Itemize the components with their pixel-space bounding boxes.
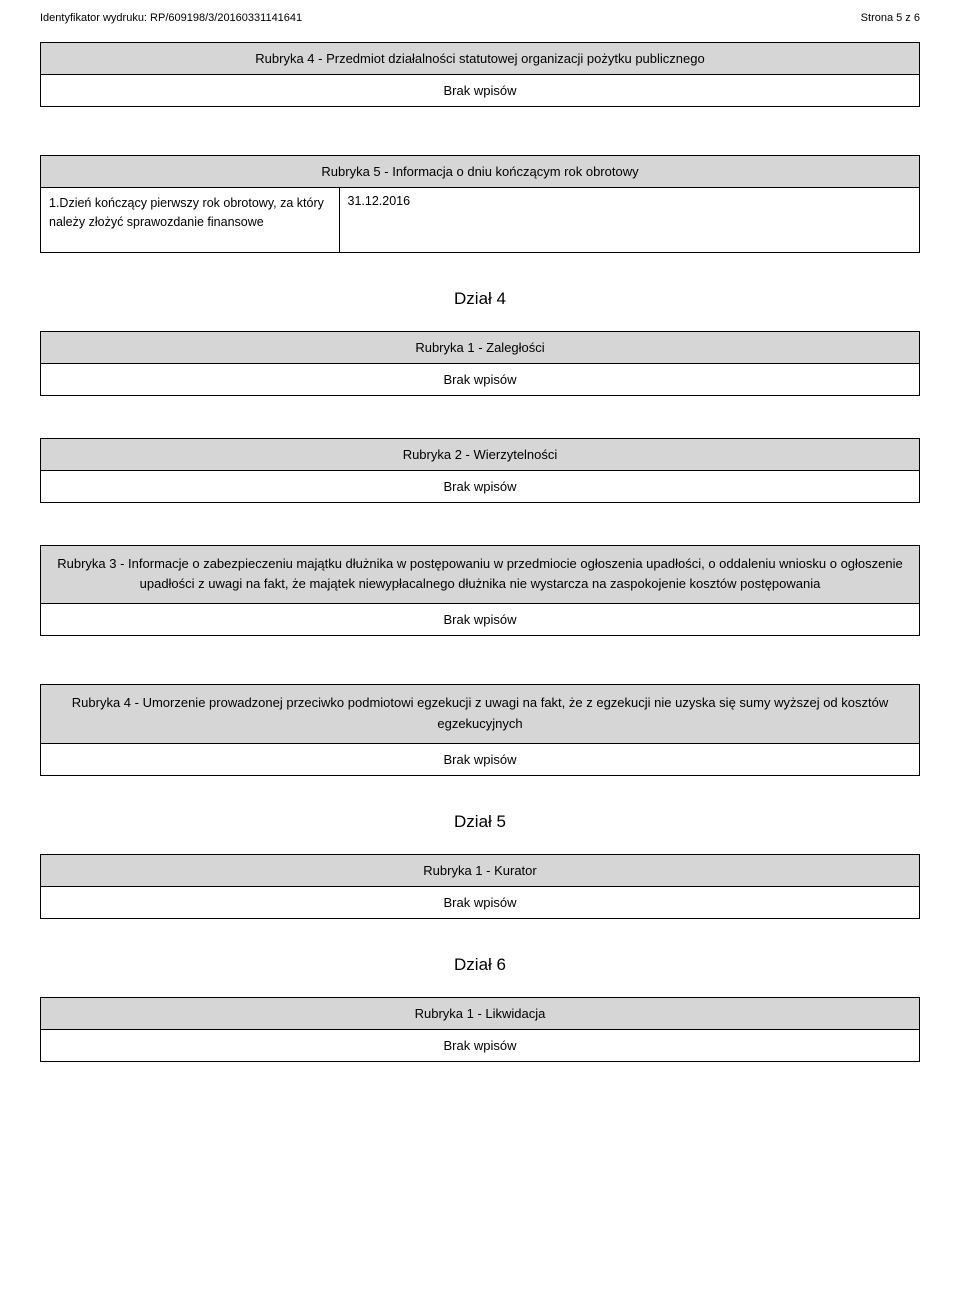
dzial4-rubryka2-empty: Brak wpisów (40, 471, 920, 503)
rubryka5-field-label: 1.Dzień kończący pierwszy rok obrotowy, … (41, 188, 340, 252)
rubryka4-statut-empty: Brak wpisów (40, 75, 920, 107)
print-identifier: Identyfikator wydruku: RP/609198/3/20160… (40, 12, 302, 24)
dzial4-rubryka4-empty: Brak wpisów (40, 744, 920, 776)
dzial4-rubryka3-empty: Brak wpisów (40, 604, 920, 636)
dzial4-rubryka4-header: Rubryka 4 - Umorzenie prowadzonej przeci… (40, 684, 920, 744)
dzial6-rubryka1-header: Rubryka 1 - Likwidacja (40, 997, 920, 1030)
dzial5-rubryka1-header: Rubryka 1 - Kurator (40, 854, 920, 887)
page-number: Strona 5 z 6 (861, 12, 920, 24)
rubryka5-field-value: 31.12.2016 (340, 188, 919, 252)
dzial4-rubryka1-empty: Brak wpisów (40, 364, 920, 396)
dzial6-heading: Dział 6 (40, 955, 920, 975)
dzial6-rubryka1-empty: Brak wpisów (40, 1030, 920, 1062)
dzial4-heading: Dział 4 (40, 289, 920, 309)
rubryka5-info-header: Rubryka 5 - Informacja o dniu kończącym … (40, 155, 920, 188)
dzial4-rubryka2-header: Rubryka 2 - Wierzytelności (40, 438, 920, 471)
dzial4-rubryka1-header: Rubryka 1 - Zaległości (40, 331, 920, 364)
page-header: Identyfikator wydruku: RP/609198/3/20160… (40, 12, 920, 24)
dzial5-rubryka1-empty: Brak wpisów (40, 887, 920, 919)
dzial4-rubryka3-header: Rubryka 3 - Informacje o zabezpieczeniu … (40, 545, 920, 605)
rubryka4-statut-header: Rubryka 4 - Przedmiot działalności statu… (40, 42, 920, 75)
rubryka5-info-row: 1.Dzień kończący pierwszy rok obrotowy, … (40, 188, 920, 253)
dzial5-heading: Dział 5 (40, 812, 920, 832)
